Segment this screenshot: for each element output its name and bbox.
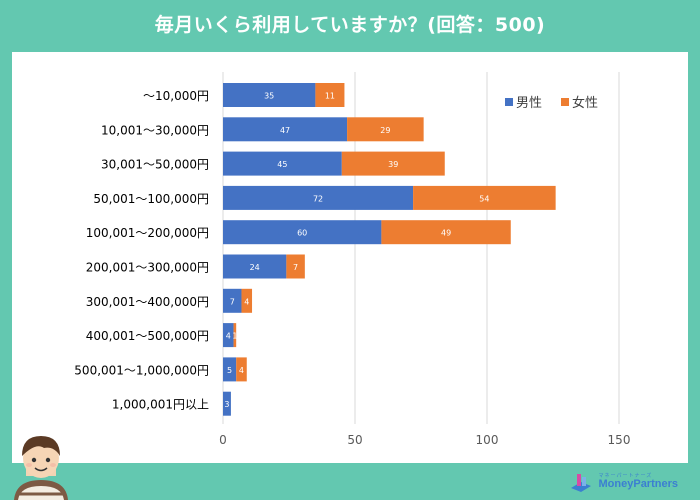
category-label: 1,000,001円以上 — [112, 398, 209, 412]
data-label-male: 24 — [250, 263, 260, 272]
bar-male — [223, 357, 237, 382]
bar-female — [381, 220, 511, 245]
data-label-male: 45 — [277, 160, 287, 169]
x-tick-label: 100 — [476, 433, 499, 447]
brand-logo-icon — [570, 474, 591, 492]
bar-female — [341, 151, 445, 176]
person-avatar-icon — [14, 436, 68, 500]
data-label-male: 72 — [313, 194, 323, 203]
data-label-female: 49 — [441, 229, 451, 238]
bar-female — [286, 254, 305, 279]
bar-male — [223, 151, 342, 176]
category-label: 300,001～400,000円 — [86, 295, 209, 309]
category-label: ～10,000円 — [143, 89, 209, 103]
bar-male — [223, 83, 316, 107]
data-label-male: 47 — [280, 126, 290, 135]
legend-swatch — [505, 98, 513, 106]
data-label-male: 5 — [227, 366, 232, 375]
data-label-female: 11 — [325, 92, 335, 101]
legend-label: 男性 — [516, 96, 542, 111]
bar-male — [223, 323, 234, 348]
data-label-male: 7 — [230, 297, 235, 306]
data-label-female: 29 — [380, 126, 390, 135]
x-tick-label: 50 — [347, 433, 362, 447]
bar-female — [241, 288, 253, 313]
category-label: 30,001～50,000円 — [101, 158, 209, 172]
bar-female — [315, 83, 345, 107]
data-label-female: 4 — [239, 366, 244, 375]
legend-swatch — [561, 98, 569, 106]
data-label-male: 35 — [264, 92, 274, 101]
data-label-female: 7 — [293, 263, 298, 272]
category-label: 50,001～100,000円 — [93, 192, 209, 206]
bar-male — [223, 185, 414, 210]
category-label: 200,001～300,000円 — [86, 261, 209, 275]
bar-female — [347, 117, 424, 142]
bar-female — [233, 323, 237, 348]
data-label-female: 4 — [244, 297, 249, 306]
x-tick-label: 150 — [608, 433, 631, 447]
category-label: 400,001～500,000円 — [86, 329, 209, 343]
x-tick-label: 0 — [219, 433, 227, 447]
data-label-female: 54 — [479, 194, 489, 203]
data-label-female: 39 — [388, 160, 398, 169]
category-label: 500,001～1,000,000円 — [74, 363, 209, 377]
bar-male — [223, 288, 242, 313]
bar-male — [223, 254, 287, 279]
brand-logo: マネーパートナーズ MoneyPartners — [569, 472, 678, 492]
data-label-male: 60 — [297, 229, 307, 238]
data-label-male: 4 — [226, 332, 231, 341]
data-label-male: 3 — [224, 400, 229, 409]
bar-male — [223, 220, 382, 245]
bar-male — [223, 391, 231, 416]
page-title-text: 毎月いくら利用していますか？(回答：500) — [154, 13, 546, 36]
brand-sub-label: マネーパートナーズ — [598, 473, 653, 479]
chart-panel: 0 50 100 150 ～10,000円 35 11 10,001～30,000円 47 29 3… — [12, 52, 688, 463]
bar-male — [223, 117, 348, 142]
brand-name: MoneyPartners — [598, 478, 678, 490]
data-label-female: 1 — [232, 332, 237, 341]
page-title: 毎月いくら利用していますか？(回答：500) — [0, 0, 700, 46]
category-label: 10,001～30,000円 — [101, 123, 209, 137]
legend-label: 女性 — [572, 95, 598, 111]
bar-female — [413, 185, 556, 210]
bar-female — [236, 357, 247, 382]
category-label: 100,001～200,000円 — [86, 226, 209, 240]
